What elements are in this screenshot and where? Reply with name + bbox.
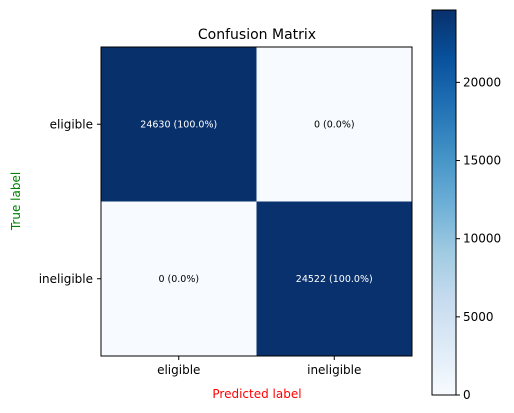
plot-frame (100, 46, 413, 357)
colorbar-axis: 0 5000 10000 15000 20000 (456, 75, 501, 402)
colorbar (431, 9, 457, 396)
y-axis-label: True label (9, 172, 23, 231)
colorbar-tick-label: 0 (463, 388, 471, 402)
chart-title: Confusion Matrix (198, 27, 316, 43)
heatmap-cell (256, 47, 412, 202)
heatmap-cells: 24630 (100.0%) 0 (0.0%) 0 (0.0%) 24522 (100… (101, 47, 412, 356)
heatmap-cell (101, 201, 257, 356)
y-tick-label: eligible (50, 117, 93, 131)
x-tick-label: eligible (157, 363, 200, 377)
cell-value-label: 24630 (100.0%) (140, 119, 217, 130)
colorbar-tick-label: 15000 (463, 154, 501, 168)
colorbar-tick-label: 5000 (463, 310, 494, 324)
x-tick-label: ineligible (307, 363, 361, 377)
heatmap-cell (256, 201, 412, 356)
colorbar-tick-label: 20000 (463, 75, 501, 89)
heatmap-cell (101, 47, 257, 202)
cell-value-label: 0 (0.0%) (158, 274, 199, 285)
cell-value-label: 24522 (100.0%) (296, 274, 373, 285)
colorbar-tick-label: 10000 (463, 232, 501, 246)
y-tick-label: ineligible (39, 272, 93, 286)
x-axis-label: Predicted label (212, 387, 301, 401)
y-axis: eligible ineligible (39, 117, 101, 286)
cell-value-label: 0 (0.0%) (314, 119, 355, 130)
x-axis: eligible ineligible (157, 356, 361, 377)
